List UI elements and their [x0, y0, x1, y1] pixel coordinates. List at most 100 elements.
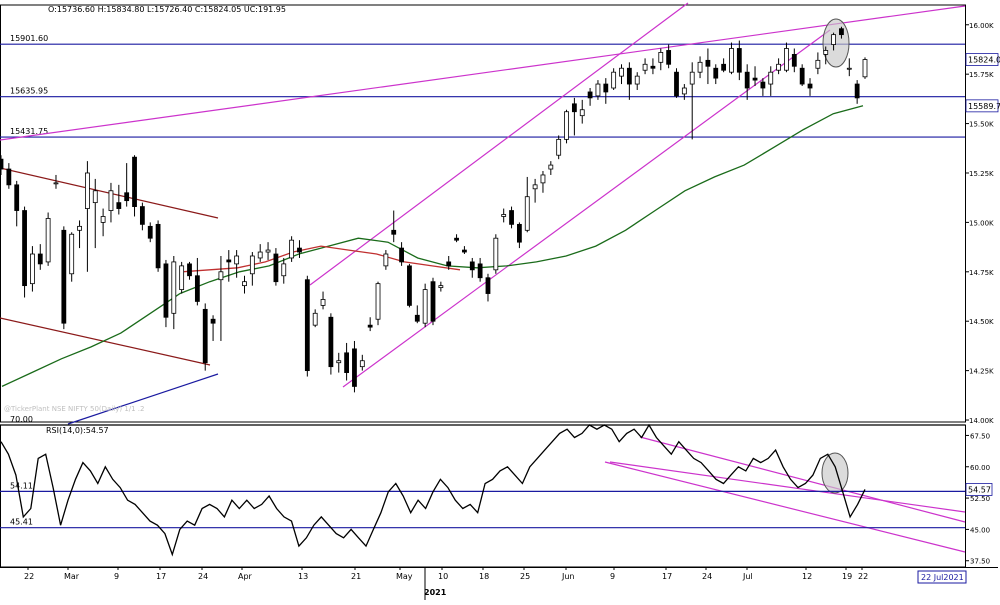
candle-body: [729, 48, 734, 73]
candle-body: [556, 138, 562, 156]
candle-body: [85, 172, 90, 209]
candle-body: [839, 28, 844, 36]
x-tick-label: 12: [802, 572, 812, 581]
price-level-label: 15635.95: [10, 87, 48, 96]
price-level-label: 15431.75: [10, 127, 48, 136]
pink-trend-long: [0, 5, 966, 141]
candle-body: [202, 308, 208, 364]
rsi-channel-upper: [609, 461, 966, 513]
x-tick-label: 19: [842, 572, 852, 581]
moving-averages: [1, 105, 864, 387]
candle-body: [862, 59, 868, 78]
candle-body: [37, 253, 43, 265]
candle-body: [666, 50, 672, 65]
ohlc-header: O:15736.60 H:15834.80 L:15726.40 C:15824…: [48, 5, 286, 14]
candle-body: [807, 83, 813, 89]
candle-body: [383, 253, 389, 267]
rsi-right-box: [965, 483, 993, 496]
rsi-level-label: 45.41: [10, 518, 33, 527]
candle-body: [752, 77, 758, 81]
x-tick-label: Apr: [238, 572, 253, 581]
candle-body: [509, 210, 514, 225]
candle-body: [454, 237, 459, 241]
candle-body: [760, 81, 766, 89]
candle-body: [642, 63, 648, 71]
candle-body: [124, 192, 130, 202]
date-box: [917, 570, 967, 584]
candle-body: [493, 237, 499, 271]
channel-upper: [309, 2, 689, 286]
candle-body: [61, 229, 67, 324]
price-right-label: 15824.0: [968, 56, 1000, 65]
candle-body: [469, 261, 475, 271]
candle-body: [768, 71, 774, 85]
candle-body: [116, 202, 122, 209]
candle-body: [226, 259, 232, 263]
price-right-label: 15589.7: [968, 102, 1000, 111]
watermark: @TickerPlant NSE NIFTY 50(Daily) 1/1 .2: [4, 405, 145, 413]
rsi-y-tick-label: 52.50: [970, 495, 990, 503]
candle-body: [823, 50, 829, 55]
price-level-label: 15901.60: [10, 34, 48, 43]
channel-lower: [342, 29, 831, 388]
candle-body: [705, 59, 711, 67]
candle-body: [242, 281, 247, 287]
trend-lines: [0, 2, 966, 553]
candle-body: [289, 239, 295, 259]
candle-body: [257, 251, 263, 259]
candle-body: [179, 265, 185, 290]
x-axis: 22 Mar 9 17 24 Apr 13 21 May 10 18 25 Jun 9 17 24 Jul 12 1…: [24, 567, 868, 600]
candle-body: [344, 352, 350, 373]
candle-body: [438, 285, 444, 289]
candle-body: [784, 48, 789, 71]
price-y-tick-label: 14.00K: [969, 417, 994, 425]
candle-body: [391, 229, 397, 235]
rsi-label: RSI(14,0):54.57: [46, 426, 109, 435]
candle-body: [171, 261, 177, 314]
candle-body: [147, 225, 153, 239]
candle-body: [132, 156, 137, 207]
candle-body: [846, 67, 852, 70]
candle-body: [815, 59, 821, 69]
candle-body: [375, 283, 381, 320]
candle-body: [187, 263, 192, 277]
candle-body: [53, 182, 59, 185]
price-y-tick-label: 14.50K: [969, 318, 994, 326]
candle-body: [359, 360, 365, 368]
candle-body: [430, 281, 436, 322]
candle-body: [446, 261, 452, 267]
price-right-box: [965, 99, 999, 113]
candle-body: [352, 348, 357, 387]
price-y-tick-label: 15.00K: [969, 219, 994, 227]
rsi-y-tick-label: 60.00: [970, 464, 990, 472]
candle-body: [249, 255, 255, 275]
candle-body: [619, 67, 624, 77]
candlestick-series: [0, 26, 868, 393]
x-tick-label: 10: [438, 572, 448, 581]
price-y-tick-label: 15.25K: [969, 170, 994, 178]
price-y-tick-label: 14.75K: [969, 269, 994, 277]
candle-body: [6, 168, 12, 186]
x-tick-label: 24: [198, 572, 208, 581]
candle-body: [281, 263, 287, 277]
x-tick-label: 18: [479, 572, 489, 581]
x-tick-label: 9: [610, 572, 615, 581]
candle-body: [462, 249, 467, 253]
candle-body: [210, 318, 216, 324]
candle-body: [336, 360, 342, 364]
candle-body: [30, 253, 35, 285]
rsi-y-tick-label: 45.00: [970, 526, 990, 534]
date-box-label: 22 Jul2021: [921, 573, 964, 582]
x-tick-label: 13: [298, 572, 308, 581]
x-tick-label: 9: [114, 572, 119, 581]
candle-body: [92, 190, 98, 204]
candle-body: [163, 263, 169, 318]
candle-body: [14, 184, 20, 211]
candle-body: [681, 87, 687, 95]
candle-body: [69, 233, 75, 275]
candle-body: [265, 249, 271, 253]
candle-body: [744, 71, 750, 89]
candle-body: [304, 279, 310, 372]
